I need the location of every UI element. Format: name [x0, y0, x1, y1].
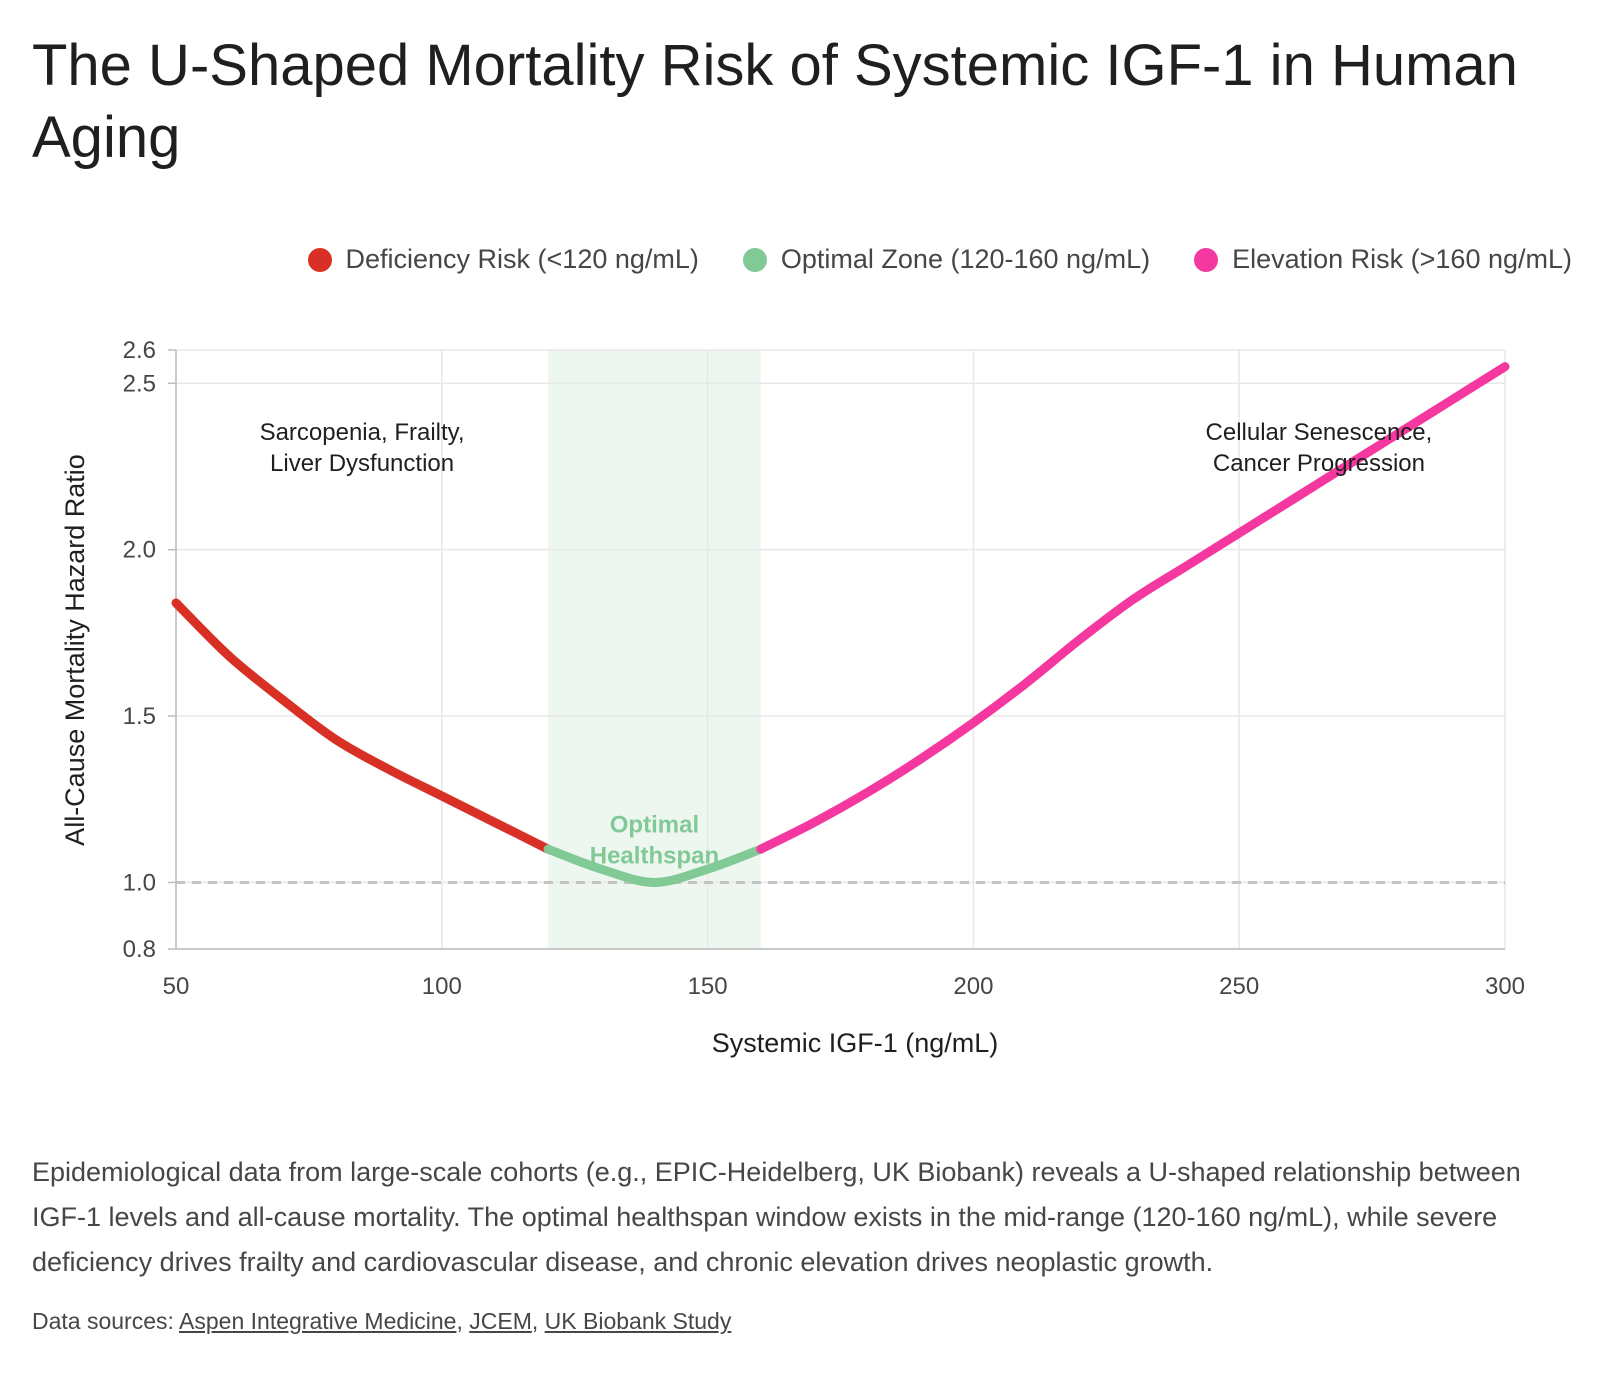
series-line-elevation	[756, 362, 1510, 854]
legend-item-optimal[interactable]: Optimal Zone (120-160 ng/mL)	[742, 244, 1151, 275]
y-tick-label: 2.6	[123, 337, 156, 364]
optimal-zone-band	[548, 350, 761, 949]
annotation-line: Optimal	[610, 812, 699, 839]
y-tick-label: 1.0	[123, 869, 156, 896]
annotation-line: Liver Dysfunction	[270, 450, 454, 477]
legend-item-deficiency[interactable]: Deficiency Risk (<120 ng/mL)	[307, 244, 699, 275]
x-tick-label: 50	[163, 973, 190, 1000]
sources-prefix: Data sources:	[32, 1308, 174, 1334]
y-tick-label: 0.8	[123, 936, 156, 963]
annotation-line: Cancer Progression	[1213, 450, 1425, 477]
series-layer	[171, 362, 1510, 887]
chart-title: The U-Shaped Mortality Risk of Systemic …	[32, 33, 1518, 170]
axes-layer: 50 100 150 200 250 300 0.8 1.0 1.5 2.0 2.5 2.6	[123, 337, 1525, 1000]
annotation-line: Cellular Senescence,	[1206, 419, 1433, 446]
legend-label-optimal: Optimal Zone (120-160 ng/mL)	[780, 244, 1151, 274]
source-link-ukbiobank[interactable]: UK Biobank Study	[544, 1308, 732, 1334]
x-tick-label: 200	[953, 973, 993, 1000]
annotation-line: Healthspan	[590, 843, 719, 870]
x-tick-label: 300	[1485, 973, 1525, 1000]
legend-label-deficiency: Deficiency Risk (<120 ng/mL)	[345, 244, 699, 274]
y-tick-label: 2.0	[123, 537, 156, 564]
source-link-jcem[interactable]: JCEM	[469, 1308, 532, 1334]
legend-label-elevation: Elevation Risk (>160 ng/mL)	[1232, 244, 1572, 274]
legend-dot-deficiency-icon	[307, 247, 332, 272]
chart-description: Epidemiological data from large-scale co…	[32, 1157, 1521, 1277]
annotation-line: Sarcopenia, Frailty,	[260, 419, 465, 446]
legend-dot-elevation-icon	[1194, 247, 1219, 272]
annotation-layer: Sarcopenia, Frailty, Liver Dysfunction Cel…	[260, 419, 1433, 870]
x-tick-label: 250	[1219, 973, 1259, 1000]
x-tick-label: 150	[688, 973, 728, 1000]
series-line-deficiency	[171, 598, 553, 854]
chart-legend: Deficiency Risk (<120 ng/mL) Optimal Zon…	[307, 244, 1572, 275]
data-sources: Data sources: Aspen Integrative Medicine…	[32, 1308, 732, 1334]
y-tick-label: 2.5	[123, 370, 156, 397]
annotation-elevation: Cellular Senescence, Cancer Progression	[1206, 419, 1433, 477]
series-line-optimal	[543, 844, 766, 887]
optimal-band-layer	[548, 350, 761, 949]
y-tick-label: 1.5	[123, 703, 156, 730]
chart-plot: 50 100 150 200 250 300 0.8 1.0 1.5 2.0 2.5 2.6 Sarc…	[60, 337, 1525, 1058]
source-link-aspen[interactable]: Aspen Integrative Medicine	[179, 1308, 457, 1334]
legend-item-elevation[interactable]: Elevation Risk (>160 ng/mL)	[1194, 244, 1572, 275]
legend-dot-optimal-icon	[742, 247, 767, 272]
annotation-deficiency: Sarcopenia, Frailty, Liver Dysfunction	[260, 419, 465, 477]
y-axis-title: All-Cause Mortality Hazard Ratio	[60, 454, 90, 846]
annotation-optimal: Optimal Healthspan	[590, 812, 719, 870]
x-tick-label: 100	[422, 973, 462, 1000]
x-axis-title: Systemic IGF-1 (ng/mL)	[712, 1028, 999, 1058]
